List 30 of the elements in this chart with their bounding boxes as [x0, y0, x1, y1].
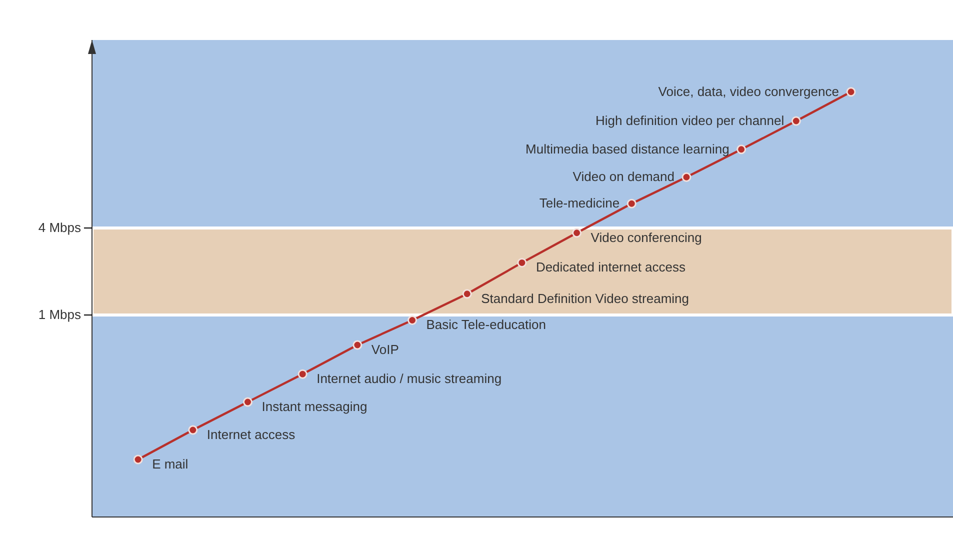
point [791, 116, 801, 126]
point [572, 228, 582, 238]
annotation: High definition video per channel [596, 113, 784, 128]
annotation: Video conferencing [590, 230, 702, 245]
point [243, 397, 252, 407]
point [846, 87, 856, 97]
annotation: Instant messaging [262, 398, 368, 414]
point [188, 425, 198, 435]
point [408, 316, 418, 325]
annotation: Voice, data, video convergence [658, 84, 839, 99]
point [298, 369, 308, 379]
point [133, 454, 143, 464]
annotation: Internet audio / music streaming [316, 371, 502, 386]
annotation: E mail [152, 456, 188, 472]
annotation: Video on demand [572, 169, 674, 184]
point [352, 340, 362, 350]
point [517, 258, 527, 268]
point [682, 172, 692, 182]
annotation: Standard Definition Video streaming [481, 290, 689, 306]
annotation: Multimedia based distance learning [526, 141, 730, 156]
point [626, 198, 636, 208]
annotation: Tele-medicine [539, 196, 620, 211]
point [462, 289, 472, 299]
annotation: Dedicated internet access [536, 260, 686, 275]
y-tick-label: 4 Mbps [38, 220, 82, 236]
annotation: VoIP [371, 342, 399, 357]
point [736, 144, 746, 154]
y-tick-label: 1 Mbps [38, 307, 82, 322]
annotation: Internet access [206, 427, 296, 442]
annotation: Basic Tele-education [426, 317, 546, 332]
